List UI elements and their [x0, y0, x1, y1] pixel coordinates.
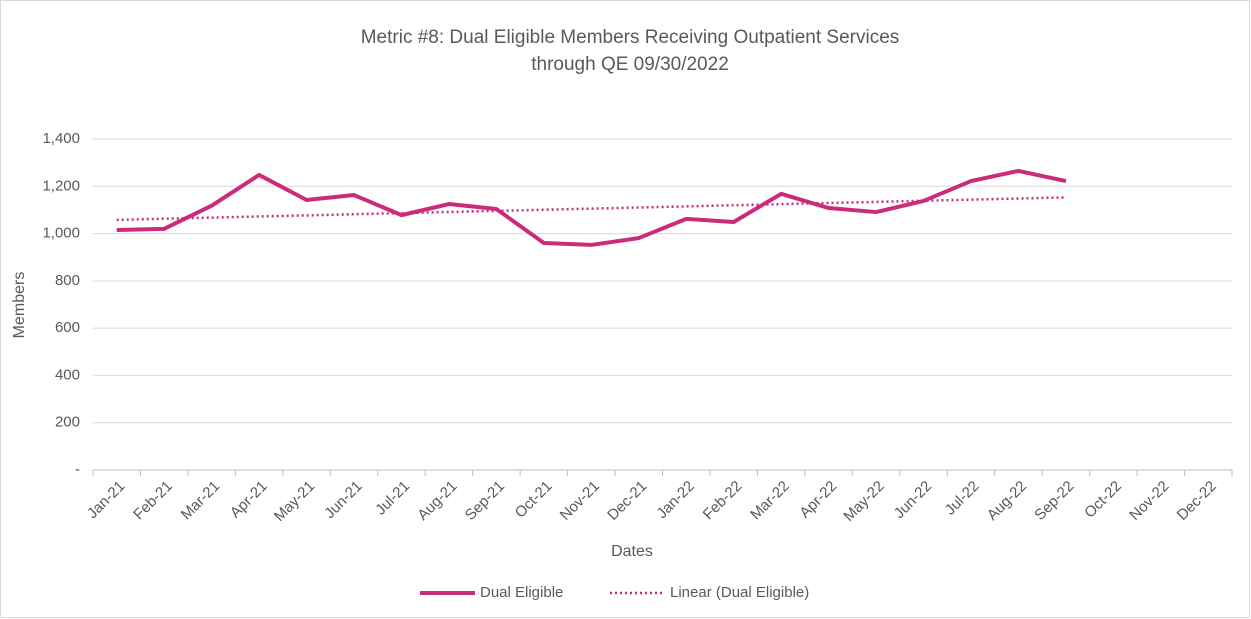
y-tick-label: 1,200	[42, 177, 80, 194]
y-tick-label: 600	[55, 319, 80, 336]
y-tick-label: 200	[55, 414, 80, 431]
x-axis-label: Dates	[611, 543, 653, 560]
y-tick-label: 1,400	[42, 130, 80, 147]
legend-label: Linear (Dual Eligible)	[670, 584, 809, 601]
y-tick-label: -	[75, 461, 80, 478]
chart-title: Metric #8: Dual Eligible Members Receivi…	[361, 27, 900, 48]
series-line	[116, 168, 1067, 247]
legend-label: Dual Eligible	[480, 584, 563, 601]
chart-subtitle: through QE 09/30/2022	[531, 54, 729, 75]
y-axis-label: Members	[11, 272, 28, 339]
y-tick-label: 400	[55, 366, 80, 383]
series-line	[116, 196, 1066, 222]
y-tick-label: 800	[55, 272, 80, 289]
y-tick-label: 1,000	[42, 225, 80, 242]
